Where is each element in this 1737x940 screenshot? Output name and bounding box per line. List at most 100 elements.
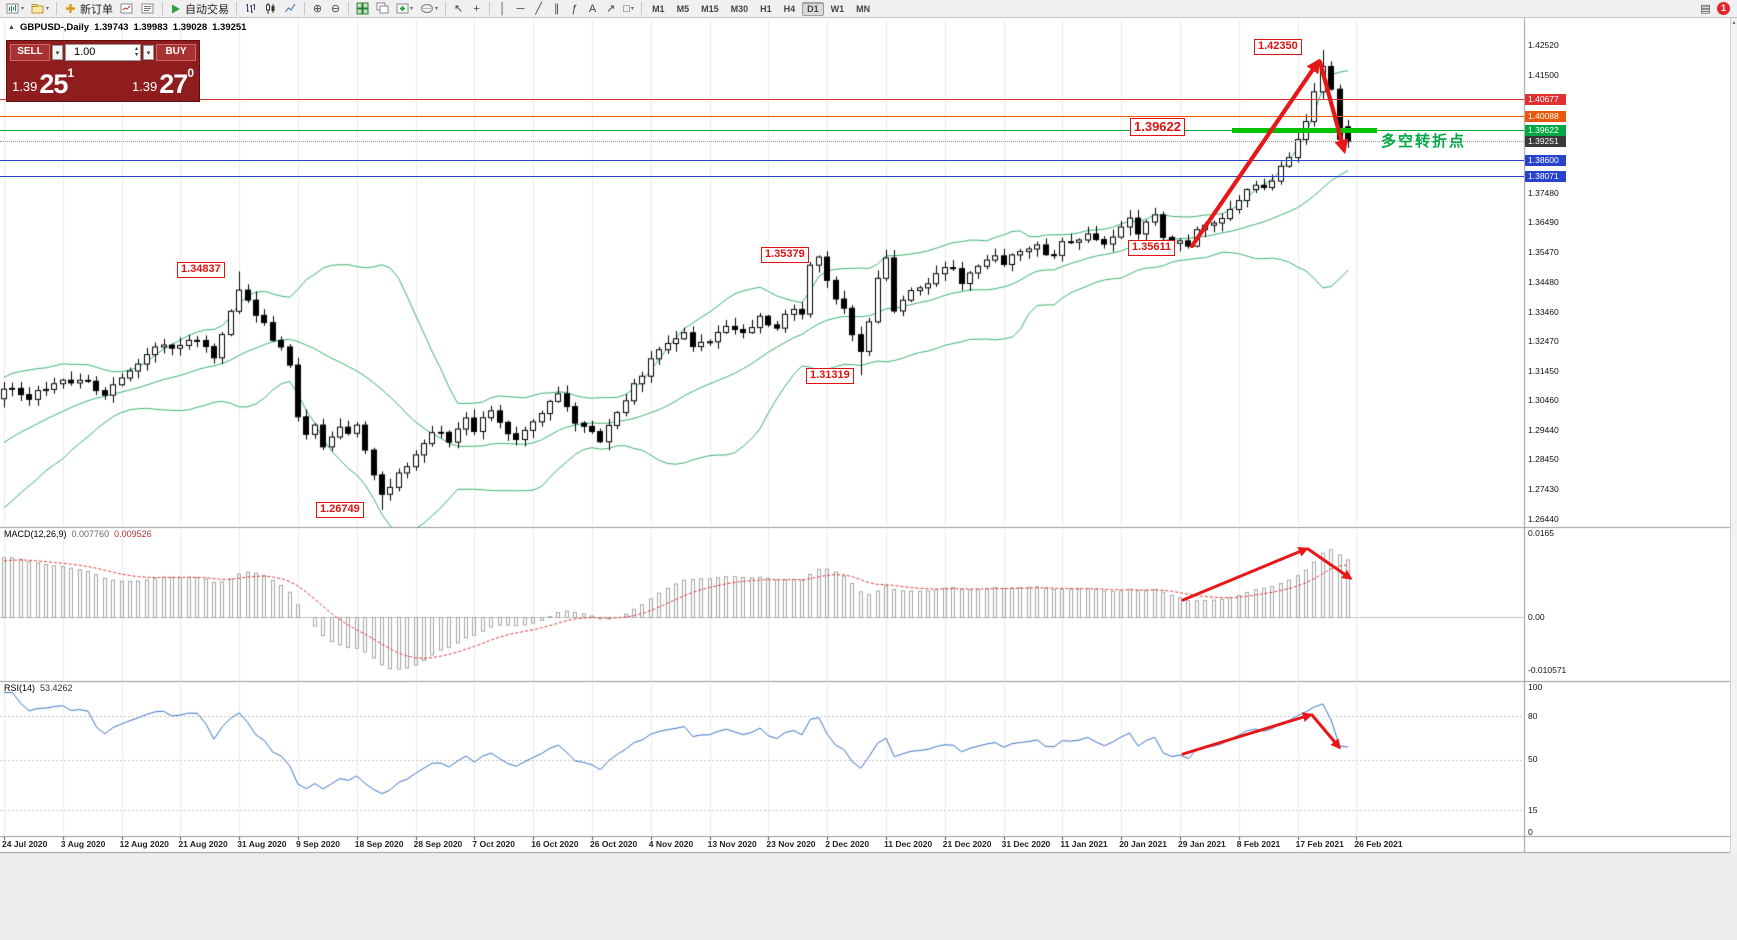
price-callout[interactable]: 1.35611 xyxy=(1128,240,1176,256)
notification-badge[interactable]: 1 xyxy=(1717,2,1730,15)
time-axis-label: 8 Feb 2021 xyxy=(1236,839,1281,849)
time-axis-label: 11 Jan 2021 xyxy=(1060,839,1108,849)
window-list-icon[interactable]: ▤ xyxy=(1700,2,1711,15)
volume-input[interactable]: 1.00 ▴ ▾ xyxy=(65,43,141,61)
macd-axis-label: -0.010571 xyxy=(1528,665,1567,676)
auto-trading-button[interactable]: 自动交易 xyxy=(167,1,232,17)
arrow-tool-icon[interactable]: ↗ xyxy=(605,2,616,15)
cursor-icon[interactable]: ↖ xyxy=(453,2,464,15)
price-callout[interactable]: 1.34837 xyxy=(177,262,225,278)
chart-window-icon[interactable] xyxy=(117,1,137,17)
price-level-line-1.39251[interactable] xyxy=(0,140,1524,142)
sell-price-button[interactable]: 1.39 25 1 xyxy=(10,63,76,99)
scroll-up-icon[interactable]: ▲ xyxy=(1731,20,1737,26)
price-level-line-1.39622[interactable] xyxy=(0,129,1524,131)
price-axis-label: 1.42520 xyxy=(1528,39,1559,50)
buy-price-big: 1.39 xyxy=(131,79,158,94)
text-tool-icon[interactable]: A xyxy=(588,2,597,15)
turning-point-label[interactable]: 多空转折点 xyxy=(1381,133,1467,150)
price-level-line-1.40677[interactable] xyxy=(0,98,1524,100)
ohlc-high: 1.39983 xyxy=(133,22,168,33)
buy-price-frac: 0 xyxy=(187,65,194,80)
chevron-down-icon: ▾ xyxy=(435,6,439,12)
time-axis-label: 26 Feb 2021 xyxy=(1354,839,1403,849)
sell-price-pips: 25 xyxy=(39,69,68,99)
volume-stepper[interactable]: ▴ ▾ xyxy=(135,46,138,58)
price-axis-label: 1.32470 xyxy=(1528,335,1559,346)
line-chart-icon[interactable] xyxy=(281,1,300,17)
vertical-scrollbar[interactable]: ▲ xyxy=(1730,18,1737,852)
profiles-icon[interactable]: ▾ xyxy=(28,1,52,17)
buy-options-dropdown[interactable]: ▾ xyxy=(143,44,154,60)
collapse-trade-panel-icon[interactable]: ▲ xyxy=(8,24,15,31)
rsi-indicator-label: RSI(14) 53.4262 xyxy=(4,683,73,693)
timeframe-m15[interactable]: M15 xyxy=(701,3,719,14)
price-level-line-1.38071[interactable] xyxy=(0,175,1524,177)
vertical-line-icon[interactable]: │ xyxy=(499,2,506,15)
tile-windows-icon[interactable] xyxy=(353,1,372,17)
timeframe-w1[interactable]: W1 xyxy=(830,3,845,14)
stepper-up-icon[interactable]: ▴ xyxy=(134,46,138,53)
time-axis-label: 9 Sep 2020 xyxy=(296,839,340,849)
time-axis-label: 7 Oct 2020 xyxy=(472,839,515,849)
price-callout[interactable]: 1.42350 xyxy=(1254,39,1302,55)
channel-icon[interactable]: ∥ xyxy=(553,2,560,15)
fibonacci-icon[interactable]: ƒ xyxy=(571,2,578,15)
buy-button[interactable]: BUY xyxy=(156,43,196,61)
rsi-axis-label: 0 xyxy=(1528,826,1533,837)
price-badge-1.40088: 1.40088 xyxy=(1525,111,1566,123)
candlestick-chart-icon[interactable] xyxy=(261,1,280,17)
time-axis-label: 20 Jan 2021 xyxy=(1119,839,1167,849)
price-axis-label: 1.28450 xyxy=(1528,454,1559,465)
timeframe-m1[interactable]: M1 xyxy=(652,3,665,14)
horizontal-line-icon[interactable]: ─ xyxy=(516,2,525,15)
ohlc-low: 1.39028 xyxy=(172,22,208,33)
sell-button[interactable]: SELL xyxy=(10,43,50,61)
toolbar-separator xyxy=(445,2,447,15)
timeframe-mn[interactable]: MN xyxy=(856,3,871,14)
pivot-zone-line[interactable] xyxy=(1232,127,1377,133)
toolbar-separator xyxy=(162,2,164,15)
timeframe-buttons: M1 M5 M15 M30 H1 H4 D1 W1 MN xyxy=(646,1,876,16)
buy-price-pips: 27 xyxy=(159,69,188,99)
stepper-down-icon[interactable]: ▾ xyxy=(134,52,138,59)
crosshair-icon[interactable]: + xyxy=(473,2,480,15)
price-level-line-1.38600[interactable] xyxy=(0,160,1524,162)
new-chart-icon[interactable]: ▾ xyxy=(3,1,27,17)
price-callout[interactable]: 1.39622 xyxy=(1130,118,1185,137)
price-axis-label: 1.29440 xyxy=(1528,425,1559,436)
time-axis-label: 21 Aug 2020 xyxy=(178,839,228,849)
price-callout[interactable]: 1.26749 xyxy=(316,502,364,518)
price-axis-label: 1.30460 xyxy=(1528,395,1559,405)
zoom-in-icon[interactable]: ⊕ xyxy=(312,2,323,15)
price-callout[interactable]: 1.31319 xyxy=(806,368,854,384)
chevron-down-icon: ▾ xyxy=(630,5,634,12)
add-indicator-icon[interactable]: ▾ xyxy=(393,1,416,17)
rsi-axis-label: 15 xyxy=(1528,804,1538,815)
buy-price-button[interactable]: 1.39 27 0 xyxy=(130,63,196,99)
price-level-line-1.40088[interactable] xyxy=(0,116,1524,118)
trendline-icon[interactable]: ╱ xyxy=(535,2,542,15)
volume-value: 1.00 xyxy=(74,46,96,59)
chart-list-icon[interactable] xyxy=(138,1,158,17)
chevron-down-icon: ▾ xyxy=(410,6,414,12)
new-order-button[interactable]: 新订单 xyxy=(61,1,116,17)
price-callout[interactable]: 1.35379 xyxy=(761,247,809,263)
time-axis-label: 17 Feb 2021 xyxy=(1295,839,1344,849)
sell-options-dropdown[interactable]: ▾ xyxy=(52,44,63,60)
timeframe-d1[interactable]: D1 xyxy=(802,1,824,16)
timeframe-m5[interactable]: M5 xyxy=(676,3,690,14)
zoom-out-icon[interactable]: ⊖ xyxy=(330,2,341,15)
timeframe-h4[interactable]: H4 xyxy=(783,3,796,14)
auto-trading-label: 自动交易 xyxy=(185,3,230,16)
cycles-icon[interactable]: ▾ xyxy=(417,1,441,17)
time-axis-label: 2 Dec 2020 xyxy=(825,839,870,849)
cascade-windows-icon[interactable] xyxy=(373,1,392,17)
shapes-icon[interactable]: □ ▾ xyxy=(623,2,634,15)
price-axis-label: 1.41500 xyxy=(1528,69,1559,80)
timeframe-h1[interactable]: H1 xyxy=(760,3,772,14)
bar-chart-icon[interactable] xyxy=(241,1,260,17)
time-axis-label: 12 Aug 2020 xyxy=(119,839,169,849)
timeframe-m30[interactable]: M30 xyxy=(730,3,749,14)
